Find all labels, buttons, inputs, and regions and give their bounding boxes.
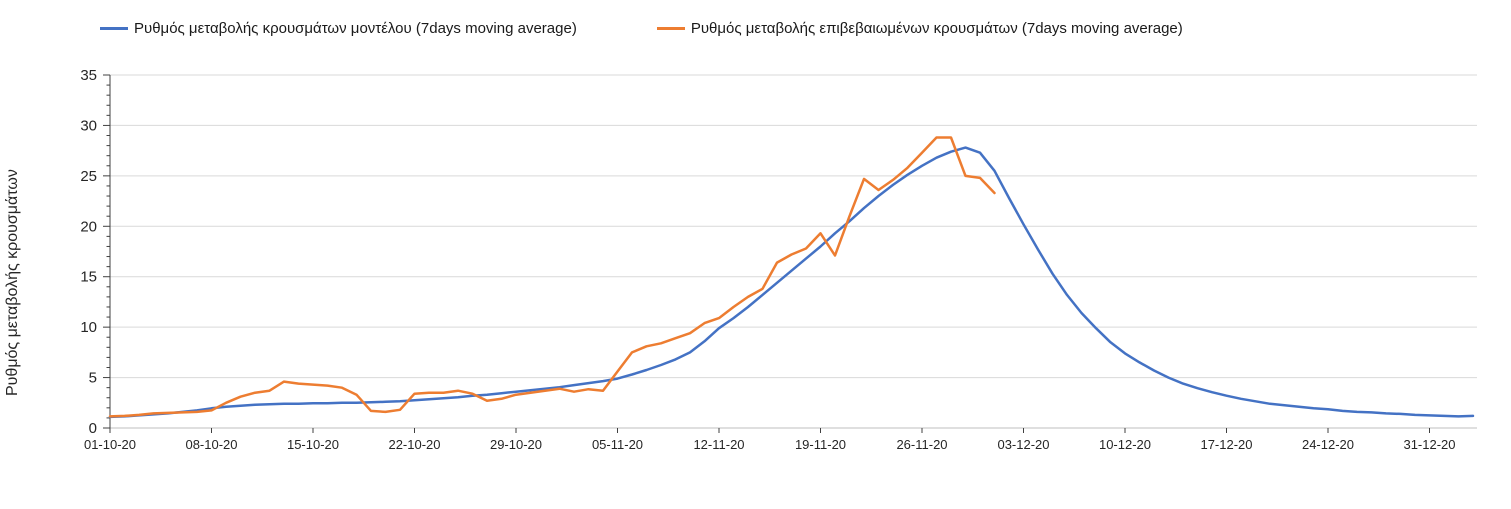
y-tick-label: 35 xyxy=(80,67,97,84)
x-tick-label: 26-11-20 xyxy=(896,437,947,452)
x-tick-label: 15-10-20 xyxy=(287,437,339,452)
y-axis-title: Ρυθμός μεταβολής κρουσμάτων xyxy=(4,169,21,396)
x-tick-label: 12-11-20 xyxy=(693,437,744,452)
y-tick-label: 5 xyxy=(89,370,97,387)
y-tick-label: 10 xyxy=(80,319,97,336)
x-tick-label: 24-12-20 xyxy=(1302,437,1354,452)
legend-label-model: Ρυθμός μεταβολής κρουσμάτων μοντέλου (7d… xyxy=(134,20,577,37)
x-tick-label: 19-11-20 xyxy=(795,437,846,452)
y-tick-label: 20 xyxy=(80,218,97,235)
legend: Ρυθμός μεταβολής κρουσμάτων μοντέλου (7d… xyxy=(100,20,1183,37)
x-tick-label: 29-10-20 xyxy=(490,437,542,452)
model-line-marker xyxy=(100,27,128,30)
x-tick-label: 05-11-20 xyxy=(592,437,643,452)
model-line xyxy=(108,146,1475,419)
x-tick-label: 17-12-20 xyxy=(1200,437,1252,452)
x-tick-label: 08-10-20 xyxy=(185,437,237,452)
x-tick-label: 10-12-20 xyxy=(1099,437,1151,452)
confirmed-line-marker xyxy=(656,27,685,30)
legend-item-confirmed: Ρυθμός μεταβολής επιβεβαιωμένων κρουσμάτ… xyxy=(656,20,1183,37)
x-tick-label: 31-12-20 xyxy=(1403,437,1455,452)
x-tick-label: 22-10-20 xyxy=(388,437,440,452)
y-tick-label: 30 xyxy=(80,117,97,134)
legend-label-confirmed: Ρυθμός μεταβολής επιβεβαιωμένων κρουσμάτ… xyxy=(690,20,1183,37)
confirmed-line xyxy=(108,136,996,418)
y-tick-label: 0 xyxy=(89,420,97,437)
x-tick-label: 03-12-20 xyxy=(997,437,1049,452)
y-tick-label: 25 xyxy=(80,168,97,185)
y-tick-label: 15 xyxy=(80,269,97,286)
legend-item-model: Ρυθμός μεταβολής κρουσμάτων μοντέλου (7d… xyxy=(100,20,577,37)
x-tick-label: 01-10-20 xyxy=(84,437,136,452)
